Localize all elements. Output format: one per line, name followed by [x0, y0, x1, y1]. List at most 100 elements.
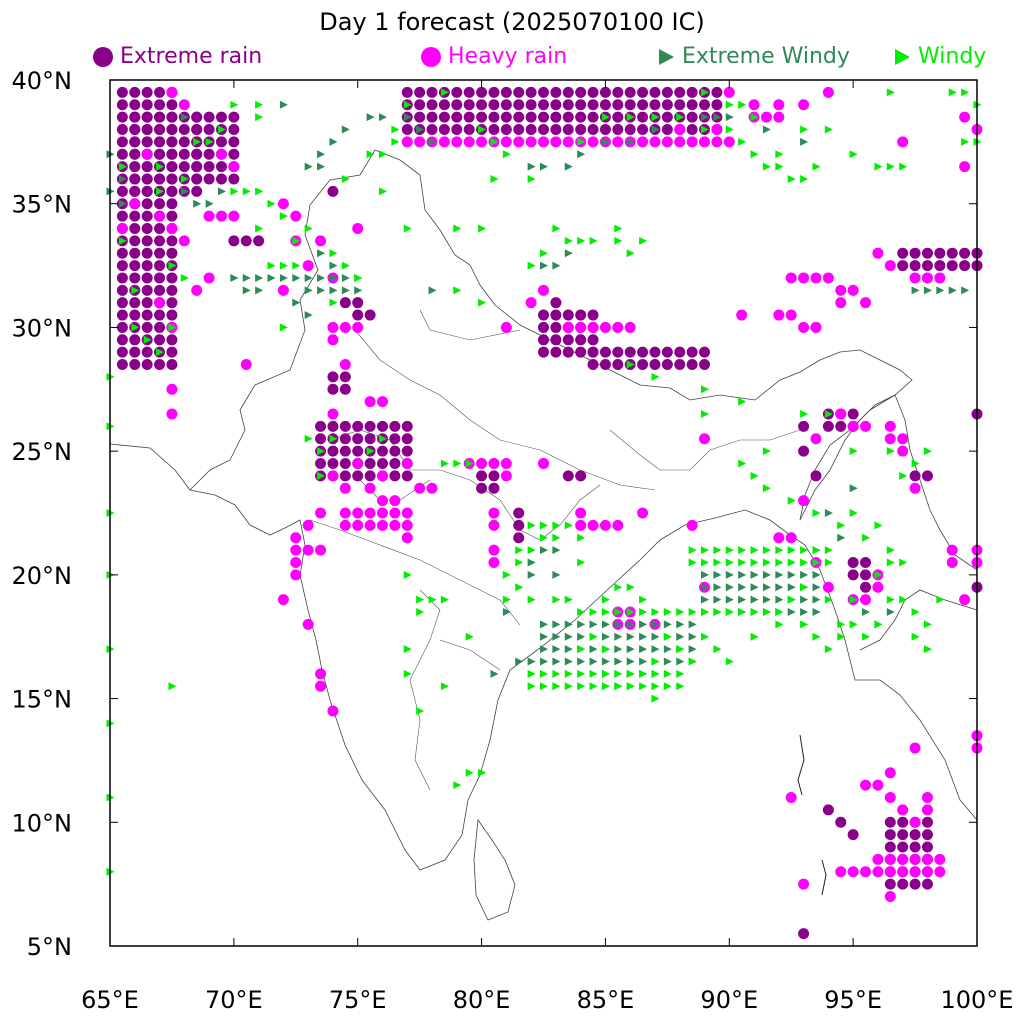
wind-marker [725, 570, 734, 579]
rain-marker [154, 297, 166, 309]
wind-marker [911, 459, 920, 468]
rain-marker [352, 433, 364, 445]
rain-marker [884, 853, 896, 865]
rain-marker [315, 680, 327, 692]
wind-marker [663, 645, 672, 654]
wind-marker [824, 125, 833, 134]
wind-marker [279, 323, 288, 332]
rain-marker [154, 210, 166, 222]
wind-marker [502, 570, 511, 579]
wind-marker [589, 620, 598, 629]
rain-marker [476, 111, 488, 123]
rain-marker [141, 222, 153, 234]
rain-marker [339, 321, 351, 333]
wind-marker [304, 434, 313, 443]
wind-marker [552, 657, 561, 666]
wind-marker [552, 261, 561, 270]
rain-marker [203, 111, 215, 123]
rain-marker [116, 334, 128, 346]
rain-marker [587, 321, 599, 333]
wind-marker [564, 249, 573, 258]
rain-marker [513, 532, 525, 544]
rain-marker [686, 136, 698, 148]
wind-marker [762, 558, 771, 567]
rain-marker [909, 260, 921, 272]
rain-marker [438, 111, 450, 123]
rain-marker [686, 359, 698, 371]
wind-marker [329, 434, 338, 443]
rain-marker [451, 99, 463, 111]
legend-extreme-rain: Extreme rain [92, 44, 262, 69]
rain-marker [401, 420, 413, 432]
legend-marker-windy [895, 48, 910, 65]
wind-marker [391, 125, 400, 134]
wind-marker [738, 546, 747, 555]
rain-marker [426, 123, 438, 135]
wind-marker [193, 137, 202, 146]
rain-marker [327, 458, 339, 470]
rain-marker [500, 136, 512, 148]
wind-marker [762, 447, 771, 456]
wind-marker [428, 595, 437, 604]
rain-marker [661, 86, 673, 98]
country-border-north [189, 149, 913, 521]
wind-marker [849, 509, 858, 517]
rain-marker [154, 198, 166, 210]
rain-marker [141, 123, 153, 135]
rain-marker [352, 445, 364, 457]
wind-marker [478, 125, 487, 134]
rain-marker [154, 359, 166, 371]
rain-marker [959, 247, 971, 259]
wind-marker [701, 607, 710, 616]
rain-marker [488, 99, 500, 111]
rain-marker [798, 878, 810, 890]
rain-marker [339, 433, 351, 445]
wind-marker [701, 595, 710, 604]
wind-marker [787, 496, 796, 505]
rain-marker [154, 272, 166, 284]
rain-marker [290, 532, 302, 544]
rain-marker [897, 247, 909, 259]
wind-marker [762, 607, 771, 616]
rain-marker [538, 136, 549, 148]
rain-marker [872, 866, 884, 878]
rain-marker [401, 136, 413, 148]
wind-marker [577, 632, 586, 641]
rain-marker [129, 346, 141, 358]
wind-marker [800, 558, 809, 567]
rain-marker [513, 99, 525, 111]
wind-marker [923, 286, 932, 295]
wind-marker [639, 657, 648, 666]
wind-marker [639, 236, 648, 245]
wind-marker [292, 261, 301, 270]
wind-marker [242, 286, 251, 295]
wind-marker [601, 137, 610, 146]
rain-marker [327, 185, 339, 197]
rain-marker [191, 185, 203, 197]
rain-marker [934, 853, 946, 865]
wind-marker [874, 570, 883, 579]
rain-marker [810, 272, 822, 284]
series-windy [106, 88, 982, 876]
rain-marker [674, 86, 686, 98]
wind-marker [255, 100, 264, 109]
wind-marker [378, 187, 387, 196]
wind-marker [502, 595, 511, 604]
wind-marker [552, 521, 561, 530]
rain-marker [141, 148, 153, 160]
rain-marker [773, 99, 785, 111]
wind-marker [812, 570, 821, 579]
rain-marker [897, 829, 909, 841]
rain-marker [154, 111, 166, 123]
rain-marker [884, 829, 896, 841]
rain-marker [674, 99, 686, 111]
wind-marker [923, 620, 932, 629]
rain-marker [166, 408, 178, 420]
rain-marker [339, 297, 351, 309]
rain-marker [723, 136, 735, 148]
wind-marker [676, 669, 685, 678]
axis-tick-labels: 65°E 70°E 75°E 80°E 85°E 90°E 95°E 100°E 40°N 35°… [12, 67, 1014, 1014]
wind-marker [527, 261, 536, 270]
rain-marker [352, 507, 364, 519]
rain-marker [884, 433, 896, 445]
